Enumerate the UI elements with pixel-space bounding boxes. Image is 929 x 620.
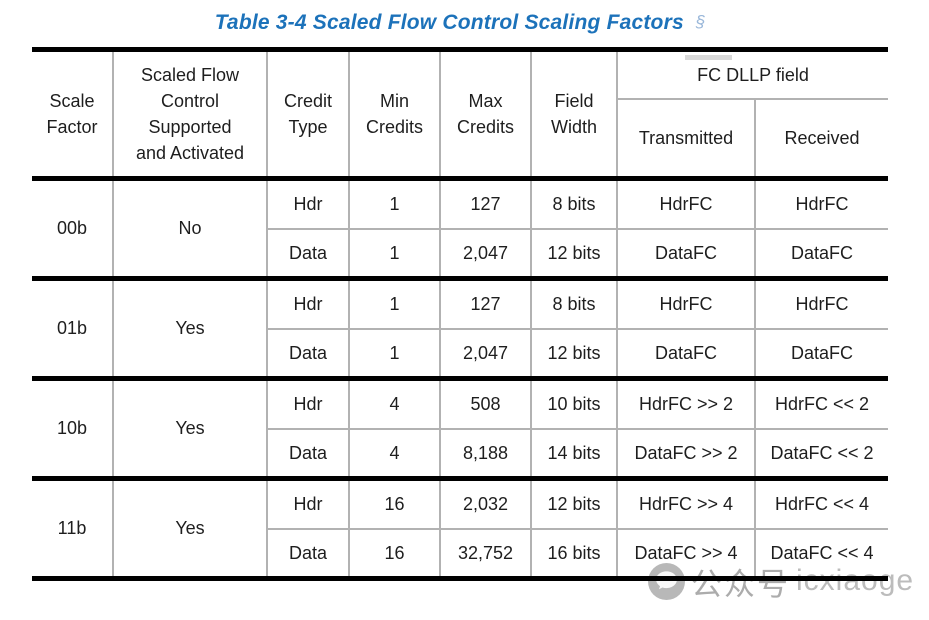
highlight-artifact: [685, 55, 732, 60]
table-caption-text: Table 3-4 Scaled Flow Control Scaling Fa…: [214, 11, 684, 34]
transmitted-cell: HdrFC: [616, 278, 755, 330]
header-max-credits: Max Credits: [439, 47, 531, 181]
received-cell: DataFC << 4: [754, 528, 888, 581]
scaled-flow-control-table: Scale Factor Scaled Flow Control Support…: [32, 47, 888, 581]
credit-type-cell: Hdr: [266, 178, 349, 230]
received-cell: DataFC: [754, 328, 888, 381]
watermark-label: 公众号: [691, 566, 790, 603]
min-credits-cell: 1: [348, 228, 440, 281]
table-row: 00b No Hdr 1 127 8 bits HdrFC HdrFC: [32, 178, 888, 281]
received-cell: HdrFC: [754, 278, 888, 330]
table-row: 01b Yes Hdr 1 127 8 bits HdrFC HdrFC: [32, 278, 888, 381]
received-cell: HdrFC << 2: [754, 378, 888, 430]
field-width-cell: 8 bits: [530, 178, 617, 230]
supported-cell: No: [112, 178, 267, 281]
header-row-2: Transmitted Received: [32, 98, 888, 181]
header-field-width: Field Width: [530, 47, 617, 181]
header-transmitted: Transmitted: [616, 98, 755, 181]
transmitted-cell: DataFC >> 2: [616, 428, 755, 481]
header-min-credits: Min Credits: [348, 47, 440, 181]
field-width-cell: 10 bits: [530, 378, 617, 430]
field-width-cell: 14 bits: [530, 428, 617, 481]
scale-factor-cell: 01b: [32, 278, 113, 381]
watermark: 公众号 icxiaoge: [648, 560, 915, 603]
header-received: Received: [754, 98, 888, 181]
transmitted-cell: DataFC: [616, 228, 755, 281]
credit-type-cell: Data: [266, 528, 349, 581]
header-credit-type: Credit Type: [266, 47, 349, 181]
scale-factor-cell: 00b: [32, 178, 113, 281]
credit-type-cell: Data: [266, 328, 349, 381]
wechat-icon: [648, 562, 685, 600]
scale-factor-cell: 10b: [32, 378, 113, 481]
table-caption: Table 3-4 Scaled Flow Control Scaling Fa…: [32, 11, 888, 35]
max-credits-cell: 8,188: [439, 428, 531, 481]
field-width-cell: 16 bits: [530, 528, 617, 581]
field-width-cell: 12 bits: [530, 478, 617, 530]
max-credits-cell: 127: [439, 278, 531, 330]
min-credits-cell: 16: [348, 478, 440, 530]
supported-cell: Yes: [112, 478, 267, 581]
min-credits-cell: 16: [348, 528, 440, 581]
header-fc-dllp-field: FC DLLP field: [616, 47, 888, 100]
table-row: Data 1 2,047 12 bits DataFC DataFC: [32, 328, 888, 381]
transmitted-cell: HdrFC >> 4: [616, 478, 755, 530]
max-credits-cell: 127: [439, 178, 531, 230]
received-cell: HdrFC: [754, 178, 888, 230]
min-credits-cell: 1: [348, 328, 440, 381]
transmitted-cell: HdrFC: [616, 178, 755, 230]
table-row: Data 4 8,188 14 bits DataFC >> 2 DataFC …: [32, 428, 888, 481]
header-sfc-supported: Scaled Flow Control Supported and Activa…: [112, 47, 267, 181]
credit-type-cell: Data: [266, 428, 349, 481]
transmitted-cell: DataFC: [616, 328, 755, 381]
max-credits-cell: 508: [439, 378, 531, 430]
supported-cell: Yes: [112, 378, 267, 481]
supported-cell: Yes: [112, 278, 267, 381]
field-width-cell: 12 bits: [530, 228, 617, 281]
header-scale-factor: Scale Factor: [32, 47, 113, 181]
min-credits-cell: 4: [348, 378, 440, 430]
max-credits-cell: 2,047: [439, 328, 531, 381]
min-credits-cell: 1: [348, 278, 440, 330]
watermark-handle: icxiaoge: [796, 564, 915, 597]
max-credits-cell: 2,047: [439, 228, 531, 281]
field-width-cell: 8 bits: [530, 278, 617, 330]
table-row: 11b Yes Hdr 16 2,032 12 bits HdrFC >> 4 …: [32, 478, 888, 581]
header-row-1: Scale Factor Scaled Flow Control Support…: [32, 47, 888, 181]
credit-type-cell: Hdr: [266, 378, 349, 430]
table-row: Data 1 2,047 12 bits DataFC DataFC: [32, 228, 888, 281]
max-credits-cell: 32,752: [439, 528, 531, 581]
received-cell: DataFC: [754, 228, 888, 281]
scale-factor-cell: 11b: [32, 478, 113, 581]
min-credits-cell: 1: [348, 178, 440, 230]
section-mark: §: [695, 12, 706, 31]
min-credits-cell: 4: [348, 428, 440, 481]
table-row: Data 16 32,752 16 bits DataFC >> 4 DataF…: [32, 528, 888, 581]
credit-type-cell: Data: [266, 228, 349, 281]
credit-type-cell: Hdr: [266, 278, 349, 330]
field-width-cell: 12 bits: [530, 328, 617, 381]
table-row: 10b Yes Hdr 4 508 10 bits HdrFC >> 2 Hdr…: [32, 378, 888, 481]
transmitted-cell: HdrFC >> 2: [616, 378, 755, 430]
credit-type-cell: Hdr: [266, 478, 349, 530]
transmitted-cell: DataFC >> 4: [616, 528, 755, 581]
received-cell: DataFC << 2: [754, 428, 888, 481]
received-cell: HdrFC << 4: [754, 478, 888, 530]
max-credits-cell: 2,032: [439, 478, 531, 530]
